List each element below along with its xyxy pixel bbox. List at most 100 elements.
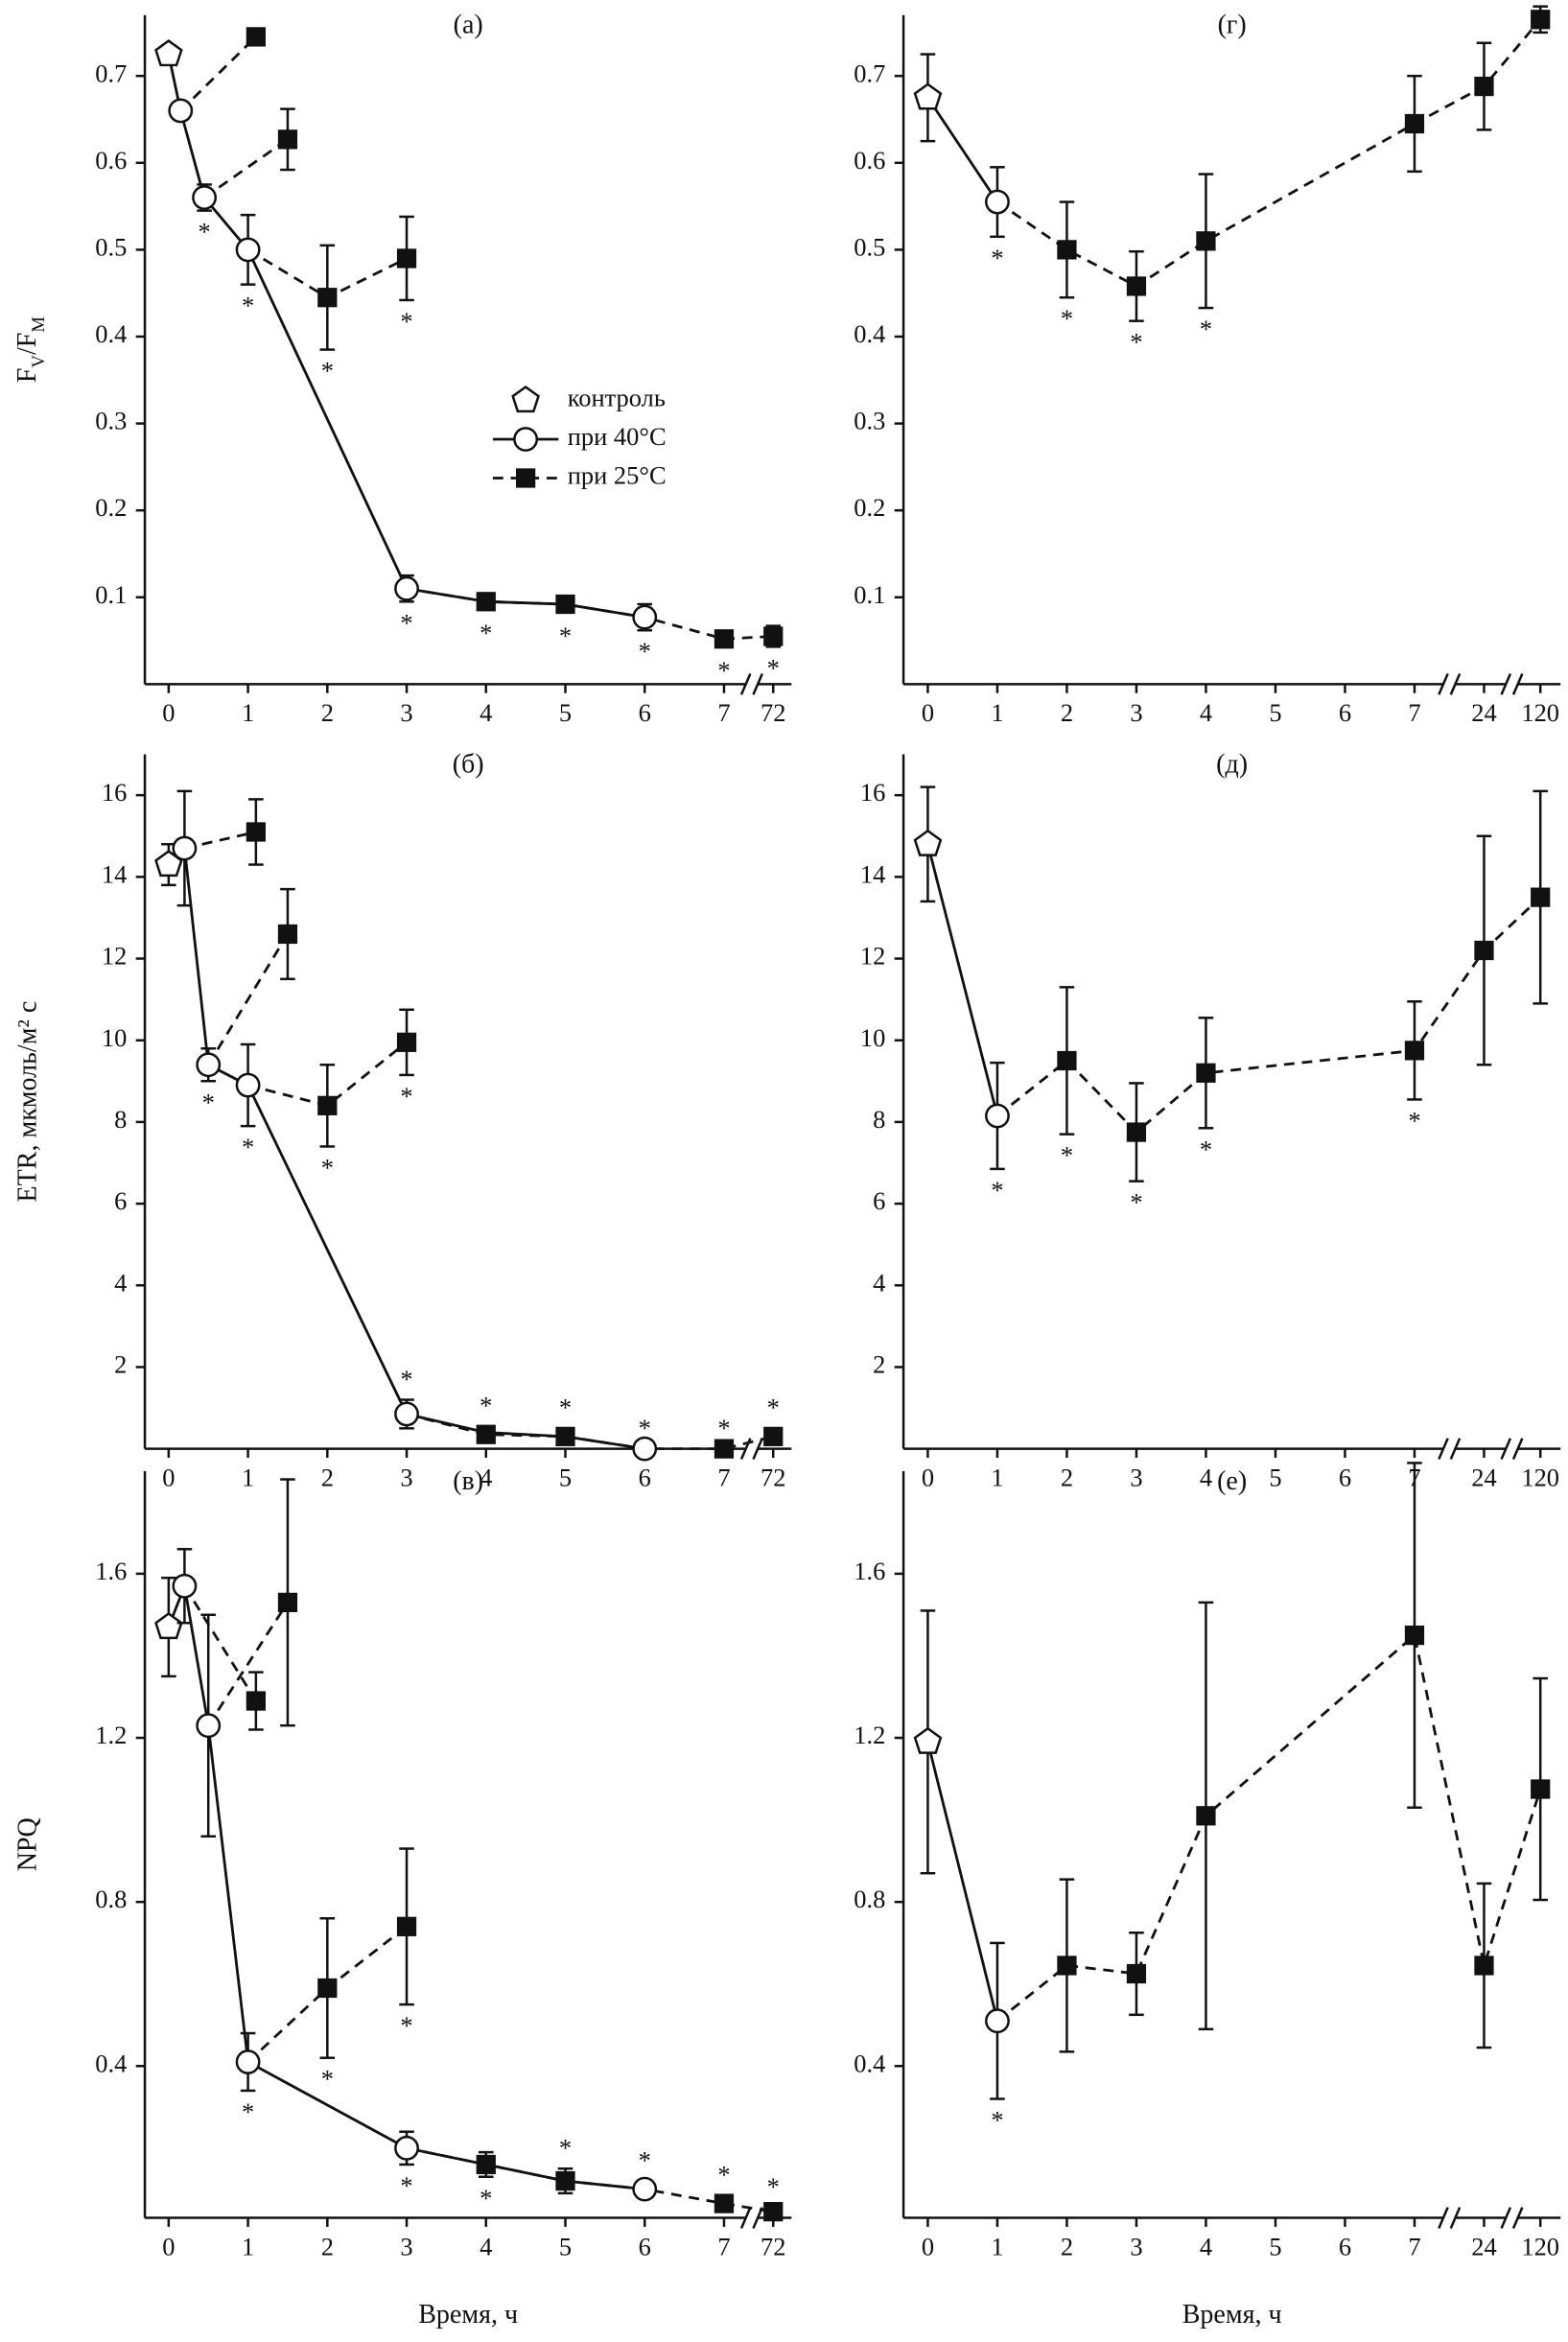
significance: * [767,2172,780,2201]
x-tick-label: 4 [480,698,492,727]
marker-square [1404,113,1425,134]
x-tick-label: 72 [761,2232,785,2260]
y-tick-label: 2 [114,1350,127,1379]
series-line [167,845,645,1451]
marker-square [555,1426,575,1446]
x-tick-label: 0 [162,1463,175,1491]
x-tick-label: 120 [1521,698,1559,727]
y-tick-label: 6 [114,1186,127,1215]
marker-square [1196,1806,1216,1826]
y-tick-label: 14 [860,859,885,888]
significance: * [400,307,412,336]
x-tick-label: 3 [1130,698,1142,727]
y-tick-label: 1.2 [95,1721,127,1749]
marker-square [396,248,417,269]
x-tick-label: 7 [717,1463,730,1491]
marker-square [1404,1041,1425,1061]
axis-break-gap [1442,1443,1456,1454]
axis-break [1438,672,1449,695]
y-axis-label-part: V [29,355,49,368]
y-tick-label: 0.2 [854,493,885,522]
y-tick-label: 4 [873,1268,885,1297]
marker-circle [235,237,261,263]
axis-break [1438,2207,1449,2229]
marker-square [1474,1956,1494,1976]
marker-square [396,1032,417,1052]
legend-label: контроль [568,384,666,412]
y-axis-label: NPQ [13,1817,43,1871]
x-tick-label: 1 [991,1463,1003,1491]
marker-square [1126,1122,1147,1142]
marker-circle [632,1436,658,1462]
significance: * [400,1082,412,1111]
significance: * [480,2184,492,2213]
y-tick-label: 0.8 [95,1885,127,1913]
marker-circle [985,189,1010,215]
significance: * [1061,1141,1073,1170]
y-tick-label: 2 [873,1350,885,1379]
y-tick-label: 0.6 [95,146,127,175]
marker-square [476,592,496,612]
x-tick-label: 2 [1061,698,1073,727]
significance: * [1408,1106,1420,1135]
axis-break [1511,2207,1524,2229]
marker-circle [196,1713,222,1739]
y-tick-label: 6 [873,1186,885,1215]
marker-square [1531,887,1551,907]
marker-circle [632,604,658,630]
series-line [926,1741,999,2022]
x-tick-label: 72 [761,698,785,727]
significance: * [1130,1188,1142,1217]
panel-title: (б) [453,749,484,779]
panel-title: (е) [1217,1466,1247,1496]
y-tick-label: 12 [102,942,127,971]
significance: * [991,1176,1003,1205]
x-tick-label: 2 [321,2232,334,2260]
x-tick-label: 5 [559,2232,572,2260]
marker-circle [632,2176,658,2202]
marker-circle [196,1052,222,1078]
significance: * [242,1133,254,1161]
marker-circle [985,1103,1010,1129]
x-tick-label: 6 [1339,2232,1351,2260]
x-tick-label: 6 [639,2232,651,2260]
axis-break [1449,2207,1462,2229]
marker-circle [394,575,419,601]
y-tick-label: 0.2 [95,493,127,522]
y-tick-label: 1.6 [854,1557,885,1585]
marker-square [1196,1063,1216,1083]
x-tick-label: 3 [1130,2232,1142,2260]
significance: * [991,2105,1003,2134]
x-tick-label: 0 [162,698,175,727]
axis-break [1500,1438,1512,1461]
marker-square [763,1426,784,1446]
series-line [207,1602,290,1726]
y-tick-label: 0.7 [854,59,885,87]
marker-circle [235,1072,261,1098]
series-line [167,54,645,619]
marker-circle [235,2049,261,2074]
x-tick-label: 6 [639,698,651,727]
marker-square [1531,10,1551,30]
significance: * [1200,1135,1212,1163]
x-tick-label: 5 [1269,698,1281,727]
marker-pentagon [154,1611,183,1640]
y-axis-label-part: M [29,316,49,333]
axis-break [1449,1438,1462,1461]
x-tick-label: 5 [559,698,572,727]
marker-circle [394,2135,419,2161]
significance: * [400,1365,412,1393]
marker-square [1057,1956,1077,1976]
x-tick-label: 5 [1269,2232,1281,2260]
y-tick-label: 0.5 [854,232,885,261]
series-line [207,933,290,1066]
axis-break-gap [745,679,759,690]
series-line [203,138,289,199]
marker-square [763,2202,784,2222]
x-tick-label: 4 [1200,2232,1212,2260]
y-tick-label: 8 [873,1105,885,1134]
series-line [184,831,257,850]
marker-square [246,1691,266,1711]
x-tick-label: 2 [321,698,334,727]
marker-pentagon [913,82,943,110]
